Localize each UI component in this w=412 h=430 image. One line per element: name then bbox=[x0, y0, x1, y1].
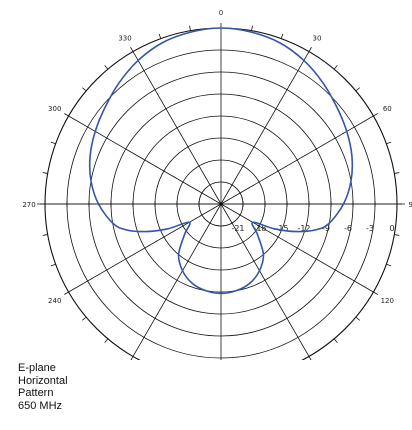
outer-tick bbox=[251, 25, 253, 31]
caption-line: 650 MHz bbox=[18, 399, 63, 412]
outer-tick bbox=[42, 234, 48, 236]
grid-spoke bbox=[68, 115, 222, 205]
angle-tick-labels: 0306090120150180210240270300330 bbox=[22, 9, 412, 305]
angle-tick-label: 240 bbox=[48, 297, 61, 305]
outer-tick bbox=[64, 291, 69, 295]
grid-spoke bbox=[220, 203, 310, 357]
angle-tick-label: 60 bbox=[383, 105, 392, 113]
outer-tick bbox=[104, 65, 109, 70]
outer-tick bbox=[158, 33, 162, 39]
outer-tick bbox=[280, 33, 284, 39]
outer-tick bbox=[50, 141, 56, 145]
outer-tick bbox=[333, 338, 338, 343]
radial-tick-label: -9 bbox=[322, 224, 330, 233]
grid-spoke bbox=[220, 115, 374, 205]
outer-tick bbox=[104, 338, 109, 343]
outer-tick bbox=[42, 172, 48, 174]
angle-tick-label: 120 bbox=[381, 297, 394, 305]
outer-tick bbox=[50, 263, 56, 267]
outer-tick bbox=[333, 65, 338, 70]
grid-spoke bbox=[220, 51, 310, 205]
caption-line: E-plane bbox=[18, 362, 56, 374]
caption-line: Pattern bbox=[18, 387, 54, 399]
radial-tick-label: -15 bbox=[275, 224, 288, 233]
outer-tick bbox=[373, 113, 378, 117]
radiation-pattern-line bbox=[88, 27, 354, 295]
outer-tick bbox=[355, 316, 360, 321]
grid-spoke bbox=[132, 51, 222, 205]
angle-tick-label: 30 bbox=[313, 35, 322, 43]
angle-tick-label: 300 bbox=[48, 105, 61, 113]
radial-tick-label: -12 bbox=[297, 224, 310, 233]
polar-chart: 0306090120150180210240270300330 -21-18-1… bbox=[22, 9, 412, 360]
radial-tick-label: -6 bbox=[344, 224, 352, 233]
grid-spoke bbox=[220, 203, 374, 293]
angle-tick-label: 330 bbox=[118, 35, 131, 43]
grid-spoke bbox=[68, 203, 222, 293]
outer-tick bbox=[386, 263, 392, 267]
outer-tick bbox=[394, 234, 400, 236]
polar-grid bbox=[37, 23, 405, 360]
radial-tick-labels: -21 -18 -15 -12 -9 -6 -3 0 bbox=[231, 224, 394, 233]
angle-tick-label: 90 bbox=[409, 201, 412, 209]
radial-tick-label: 0 bbox=[389, 224, 394, 233]
grid-spoke bbox=[132, 203, 222, 357]
outer-tick bbox=[82, 87, 87, 92]
outer-tick bbox=[64, 113, 69, 117]
radial-tick-label: -18 bbox=[253, 224, 266, 233]
outer-tick bbox=[373, 291, 378, 295]
outer-tick bbox=[394, 172, 400, 174]
pattern-series bbox=[88, 27, 354, 295]
radial-tick-label: -21 bbox=[231, 224, 244, 233]
outer-tick bbox=[82, 316, 87, 321]
outer-tick bbox=[130, 47, 134, 52]
outer-tick bbox=[189, 25, 191, 31]
outer-tick bbox=[386, 141, 392, 145]
radial-tick-label: -3 bbox=[366, 224, 374, 233]
outer-tick bbox=[308, 47, 312, 52]
outer-tick bbox=[308, 356, 312, 360]
angle-tick-label: 0 bbox=[219, 9, 223, 17]
outer-tick bbox=[130, 356, 134, 360]
angle-tick-label: 270 bbox=[22, 201, 35, 209]
chart-caption: E-plane Horizontal Pattern 650 MHz bbox=[18, 362, 68, 412]
outer-tick bbox=[355, 87, 360, 92]
caption-line: Horizontal bbox=[18, 374, 68, 387]
